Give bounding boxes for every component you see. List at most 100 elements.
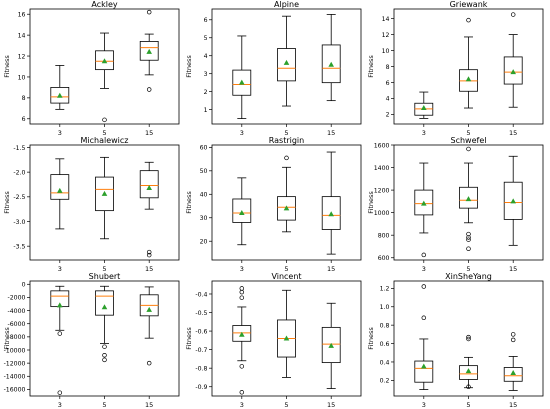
y-tick-label: 6 [386,80,390,87]
y-tick-label: -0.6 [195,328,207,335]
x-tick-label: 3 [240,401,244,409]
y-tick-label: 12 [18,53,26,60]
subplot-title: Shubert [89,272,121,281]
outlier-point [102,353,107,358]
x-tick-label: 15 [509,265,517,273]
y-tick-label: 0.2 [380,378,390,385]
box-5 [277,155,296,233]
y-tick-label: 1200 [374,187,390,194]
outlier-point [466,17,471,23]
outlier-point [510,12,516,17]
y-tick-label: -1.5 [13,145,25,152]
iqr-box [95,290,114,316]
iqr-box [95,50,114,71]
box-3 [50,158,70,230]
y-tick-label: 50 [200,168,208,175]
outlier-point [102,117,107,123]
x-tick-label: 5 [102,401,106,409]
iqr-box [139,41,159,61]
box-15 [503,12,523,108]
y-axis-label: Fitness [185,55,193,78]
outlier-point [239,390,245,395]
y-tick-label: -0.4 [195,291,207,298]
y-tick-label: -2.5 [13,194,25,201]
iqr-box [503,181,523,220]
mean-marker [146,306,152,312]
mean-marker [465,368,472,374]
subplot-title: Schwefel [451,136,487,145]
outlier-point [239,289,245,295]
y-tick-label: -4000 [8,308,26,315]
x-tick-label: 3 [58,265,62,273]
outlier-point [146,252,152,258]
y-tick-label: -0.8 [195,365,207,372]
mean-marker [465,196,472,202]
outlier-point [421,315,427,321]
y-tick-label: -10000 [4,347,26,354]
x-tick-label: 3 [240,265,244,273]
outlier-point [466,336,471,342]
outlier-point [239,286,245,291]
y-tick-label: 0.4 [380,359,390,366]
subplot-vincent: Vincent Fitness -0.9 -0.8 -0.7 -0.6 -0.5 -0.4 3 5… [185,272,362,409]
y-axis-label: Fitness [367,191,375,214]
box-15 [503,155,523,246]
outlier-point [421,252,427,258]
axes-frame [211,144,362,261]
outlier-point [466,231,471,237]
y-axis-label: Fitness [185,327,193,350]
y-tick-label: 4 [204,53,208,60]
outlier-point [466,235,471,240]
subplot-rastrigin: Rastrigin Fitness 20 30 40 50 60 3 5 15 [185,136,362,273]
outlier-point [421,284,427,289]
outlier-point [57,331,63,336]
subplot-title: Alpine [274,0,299,9]
iqr-box [321,196,341,230]
y-tick-label: -0.9 [195,384,207,391]
x-tick-label: 5 [284,129,288,137]
subplot-title: Michalewicz [80,136,128,145]
iqr-box [321,326,341,364]
y-tick-label: -12000 [4,360,26,367]
mean-marker [328,211,334,217]
y-tick-label: 1000 [374,210,390,217]
outlier-point [284,155,289,161]
iqr-box [277,196,296,221]
subplot-alpine: Alpine Fitness 1 2 3 4 5 6 3 5 15 [185,0,362,137]
y-tick-label: 2 [204,89,208,96]
mean-marker [101,58,108,64]
outlier-point [146,249,152,255]
outlier-point [466,384,471,390]
mean-marker [283,59,290,65]
mean-marker [57,302,63,308]
subplot-schwefel: Schwefel Fitness 600 800 1000 1200 1400 1600 3 5 1… [367,136,544,273]
x-tick-label: 5 [284,265,288,273]
y-tick-label: 800 [378,232,390,239]
box-3 [50,65,70,110]
y-tick-label: 2 [386,112,390,119]
subplot-michalewicz: Michalewicz Fitness -3.5 -3.0 -2.5 -2.0 -1.5 3 5… [3,136,180,273]
outlier-point [466,246,471,251]
box-5 [459,334,478,390]
x-tick-label: 15 [145,265,153,273]
mean-marker [101,190,108,196]
y-tick-label: 1 [204,107,208,114]
x-tick-label: 3 [58,129,62,137]
outlier-point [239,295,245,300]
outlier-point [466,237,471,242]
subplot-shubert: Shubert Fitness -16000 -14000 -12000 -10000 -8… [3,272,180,409]
y-tick-label: 3 [204,71,208,78]
y-tick-label: 8 [386,64,390,71]
y-tick-label: 30 [200,215,208,222]
x-tick-label: 3 [58,401,62,409]
y-tick-label: -8000 [8,334,26,341]
outlier-point [510,337,516,343]
iqr-box [414,360,434,383]
mean-marker [421,200,427,206]
y-tick-label: 5 [204,35,208,42]
box-15 [503,332,523,391]
y-tick-label: 14 [382,16,390,23]
x-tick-label: 15 [145,129,153,137]
y-tick-label: -0.7 [195,347,207,354]
x-tick-label: 5 [466,265,470,273]
